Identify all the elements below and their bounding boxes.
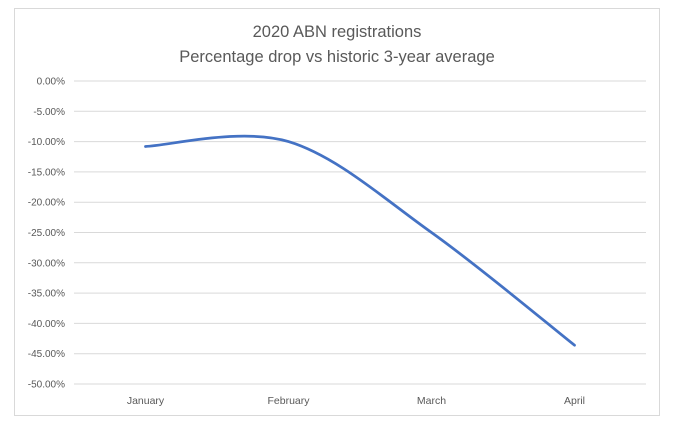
- gridlines: [74, 80, 646, 385]
- y-tick-label: -30.00%: [28, 258, 65, 269]
- y-tick-label: -25.00%: [28, 228, 65, 239]
- y-tick-label: 0.00%: [37, 77, 65, 88]
- chart-frame: [14, 8, 660, 416]
- y-tick-label: -15.00%: [28, 167, 65, 178]
- y-axis-ticks: 0.00% -5.00% -10.00% -15.00% -20.00% -25.00% -…: [28, 77, 65, 391]
- x-tick-label: January: [127, 395, 165, 407]
- y-tick-label: -40.00%: [28, 319, 65, 330]
- chart-title: 2020 ABN registrations: [253, 23, 422, 41]
- y-tick-label: -35.00%: [28, 289, 65, 300]
- x-tick-label: February: [267, 395, 310, 407]
- y-tick-label: -5.00%: [33, 107, 65, 118]
- y-tick-label: -50.00%: [28, 380, 65, 391]
- y-tick-label: -20.00%: [28, 198, 65, 209]
- y-tick-label: -10.00%: [28, 137, 65, 148]
- series-layer: [144, 134, 576, 347]
- series-line: [144, 134, 576, 347]
- chart-subtitle: Percentage drop vs historic 3-year avera…: [179, 48, 495, 66]
- y-tick-label: -45.00%: [28, 349, 65, 360]
- x-axis-ticks: January February March April: [127, 395, 585, 407]
- x-tick-label: March: [417, 395, 446, 407]
- x-tick-label: April: [564, 395, 585, 407]
